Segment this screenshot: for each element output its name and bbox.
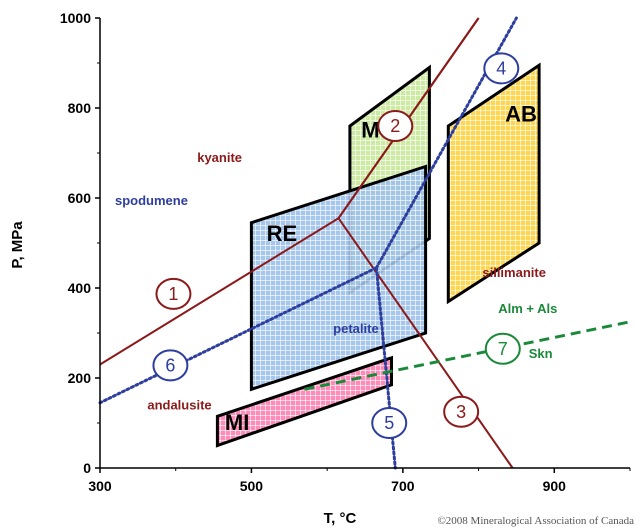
copyright-notice: ©2008 Mineralogical Association of Canad…	[437, 515, 634, 527]
curve-6-number: 6	[165, 355, 175, 375]
field-re	[249, 164, 428, 392]
curve-7	[304, 320, 631, 391]
field-label-mi: MI	[225, 410, 249, 435]
curve-3-marker	[443, 395, 480, 428]
x-tick-label-700: 700	[391, 478, 415, 494]
curve-4-marker	[483, 52, 520, 85]
field-label-re: RE	[267, 221, 298, 246]
curve-6-marker	[152, 349, 189, 382]
x-tick-label-900: 900	[543, 478, 567, 494]
curve-2-number: 2	[390, 116, 400, 136]
y-tick-label-0: 0	[83, 460, 91, 476]
curve-5-marker	[371, 407, 408, 439]
curve-1-number: 1	[168, 284, 178, 304]
x-tick-label-300: 300	[88, 478, 112, 494]
mineral-label: andalusite	[147, 398, 211, 413]
x-tick-label-500: 500	[240, 478, 264, 494]
y-tick-label-400: 400	[68, 280, 92, 296]
curve-3	[337, 217, 514, 469]
axes-layer: 0 200 400 600 800 1000 300 500 700 900	[60, 10, 631, 494]
curve-1-marker	[155, 277, 192, 310]
curve-6	[98, 266, 378, 405]
mineral-label: spodumene	[115, 193, 188, 208]
curve-7-marker	[484, 332, 521, 365]
mineral-label: sillimanite	[482, 265, 546, 280]
y-tick-label-200: 200	[68, 370, 92, 386]
mineral-label: petalite	[333, 321, 379, 336]
mineral-label: Alm + Als	[498, 301, 557, 316]
curve-7-number: 7	[498, 339, 508, 359]
field-ab	[446, 62, 541, 305]
y-tick-label-800: 800	[68, 100, 92, 116]
y-axis-label: P, MPa	[9, 221, 26, 269]
x-axis-label: T, °C	[324, 510, 357, 527]
labels-layer: MSABREMIkyanitespodumenesillimanitepetal…	[115, 52, 557, 439]
curve-3-number: 3	[456, 402, 466, 422]
y-tick-label-1000: 1000	[60, 10, 91, 26]
y-tick-label-600: 600	[68, 190, 92, 206]
fields-layer	[215, 62, 541, 448]
field-label-ab: AB	[505, 102, 537, 127]
field-mi	[215, 355, 393, 448]
curve-4-number: 4	[496, 58, 506, 78]
curve-5-number: 5	[384, 413, 394, 433]
curve-2-marker	[377, 110, 414, 142]
mineral-label: Skn	[529, 346, 553, 361]
mineral-label: kyanite	[197, 150, 242, 165]
